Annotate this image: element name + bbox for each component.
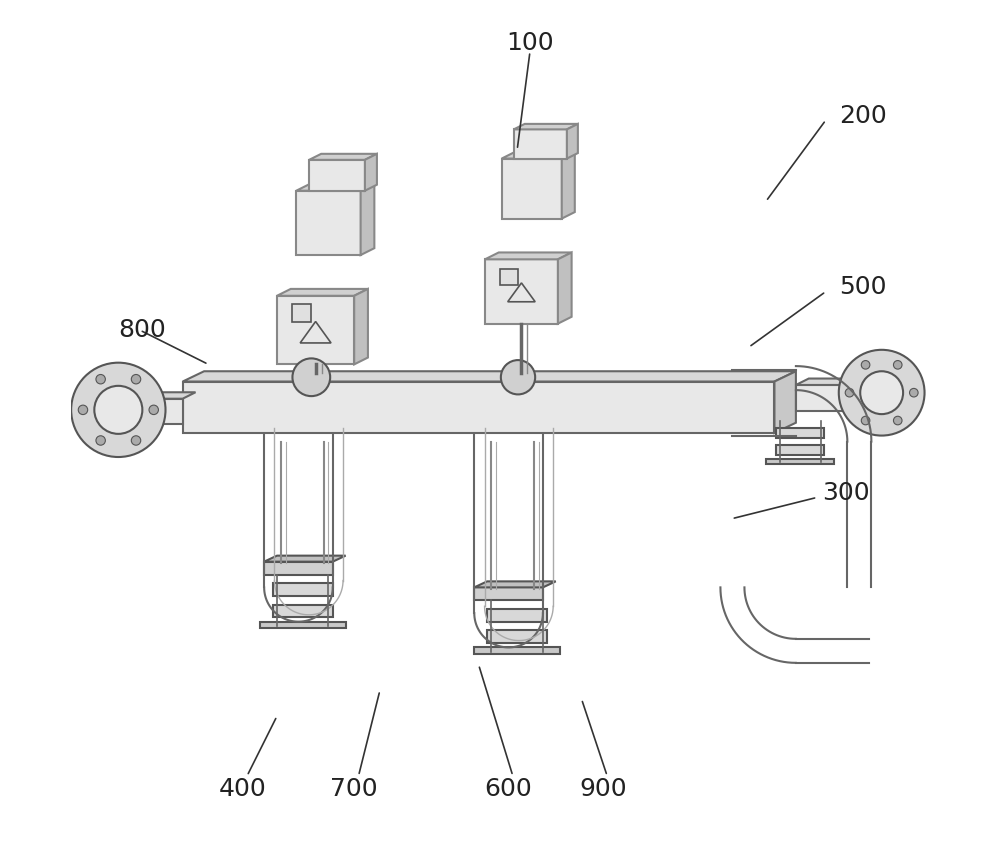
Circle shape [893,417,902,425]
Polygon shape [264,556,346,562]
Polygon shape [354,289,368,365]
Polygon shape [487,609,547,622]
Circle shape [839,350,925,436]
Circle shape [845,389,854,397]
Circle shape [860,372,903,414]
Text: 100: 100 [506,31,554,55]
Circle shape [78,405,88,415]
Polygon shape [260,622,346,628]
Polygon shape [474,587,543,600]
Polygon shape [296,191,361,255]
Polygon shape [562,152,575,218]
Polygon shape [264,562,333,574]
Polygon shape [277,296,354,365]
Polygon shape [514,129,567,158]
Polygon shape [309,154,377,160]
Polygon shape [474,581,556,587]
Circle shape [71,363,166,457]
Circle shape [861,417,870,425]
Polygon shape [183,382,774,433]
Circle shape [910,389,918,397]
Text: 600: 600 [485,777,532,801]
Circle shape [292,359,330,396]
Polygon shape [502,158,562,218]
Polygon shape [474,648,560,654]
Polygon shape [558,253,572,324]
Text: 500: 500 [839,275,886,299]
Polygon shape [502,152,575,158]
Polygon shape [514,124,578,129]
Text: 200: 200 [839,104,887,127]
Polygon shape [97,398,183,424]
Polygon shape [774,372,796,433]
Polygon shape [776,428,824,438]
Circle shape [501,360,535,394]
Polygon shape [500,269,518,285]
Polygon shape [485,259,558,324]
Polygon shape [796,385,869,410]
Polygon shape [567,124,578,158]
Circle shape [861,360,870,369]
Polygon shape [361,184,374,255]
Polygon shape [309,160,365,191]
Polygon shape [365,154,377,191]
Text: 700: 700 [330,777,378,801]
Polygon shape [183,372,796,382]
Polygon shape [273,604,333,617]
Circle shape [149,405,158,415]
Circle shape [94,386,142,434]
Polygon shape [766,459,834,464]
Circle shape [96,374,105,384]
Polygon shape [296,184,374,191]
Polygon shape [776,445,824,456]
Text: 400: 400 [219,777,267,801]
Polygon shape [485,253,572,259]
Polygon shape [487,630,547,643]
Circle shape [131,374,141,384]
Polygon shape [796,378,882,385]
Polygon shape [273,583,333,596]
Polygon shape [292,304,311,321]
Text: 900: 900 [579,777,627,801]
Polygon shape [277,289,368,296]
Text: 300: 300 [822,481,869,505]
Circle shape [893,360,902,369]
Circle shape [96,436,105,445]
Text: 800: 800 [118,318,166,342]
Circle shape [131,436,141,445]
Polygon shape [97,392,196,398]
